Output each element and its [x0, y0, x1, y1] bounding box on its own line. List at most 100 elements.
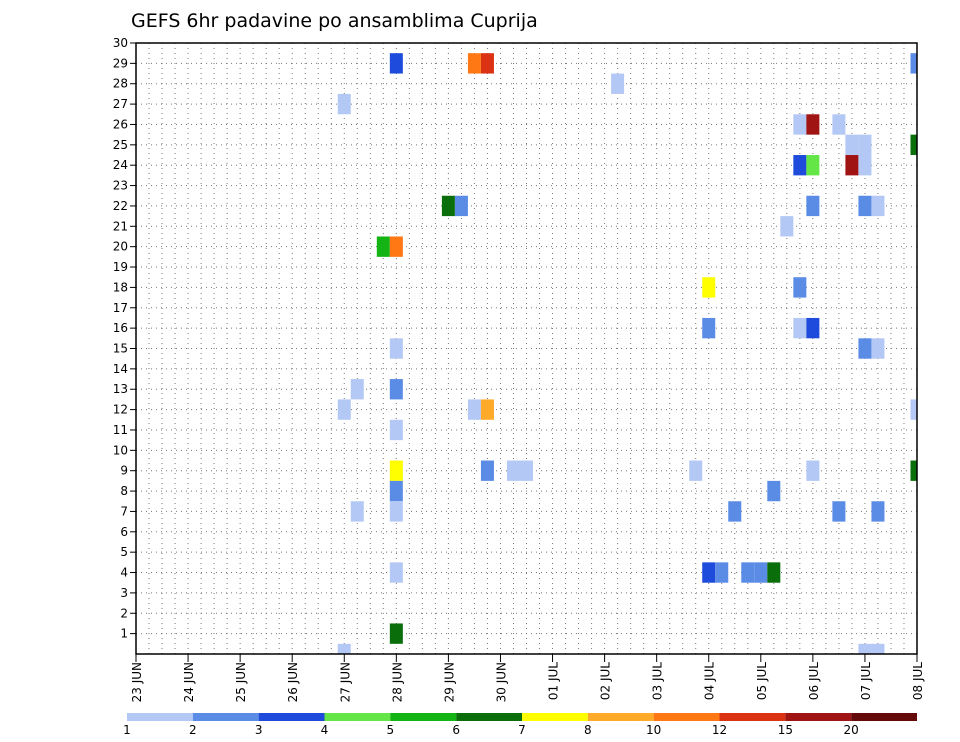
colorbar-swatch [258, 713, 325, 721]
data-cell [806, 114, 820, 135]
y-tick-label: 23 [113, 179, 128, 193]
colorbar-swatch [653, 713, 720, 721]
colorbar-label: 2 [189, 723, 197, 737]
data-cell [389, 460, 403, 481]
data-cell [910, 134, 917, 156]
y-tick-label: 14 [113, 362, 128, 376]
data-cell [389, 236, 403, 257]
y-tick-label: 7 [120, 504, 128, 518]
data-cell [871, 501, 885, 522]
colorbar-swatch [127, 713, 193, 721]
colorbar-swatch [719, 713, 786, 721]
colorbar-label: 12 [712, 723, 727, 737]
data-cell [480, 399, 494, 420]
x-tick-label: 28 JUN [390, 662, 404, 702]
data-cell [702, 277, 716, 298]
data-cell [845, 155, 859, 176]
y-tick-label: 11 [113, 423, 128, 437]
data-cell [767, 562, 781, 583]
y-tick-label: 19 [113, 260, 128, 274]
data-cell [754, 562, 768, 583]
colorbar-swatch [587, 713, 654, 721]
data-cell [793, 317, 807, 339]
data-cell [389, 53, 403, 74]
data-cell [858, 195, 872, 217]
y-tick-label: 16 [113, 321, 128, 335]
y-tick-label: 10 [113, 443, 128, 457]
y-tick-label: 17 [113, 301, 128, 315]
data-cell [519, 460, 534, 481]
y-tick-label: 8 [120, 484, 128, 498]
data-cell [767, 480, 781, 502]
colorbar-swatch [324, 713, 391, 721]
data-cell [793, 114, 807, 135]
y-tick-label: 24 [113, 158, 128, 172]
data-cell [858, 155, 872, 176]
colorbar-label: 3 [255, 723, 263, 737]
data-cell [467, 399, 481, 420]
data-cell [350, 379, 364, 400]
data-cell [871, 643, 885, 654]
data-cell [806, 155, 820, 176]
y-tick-label: 22 [113, 199, 128, 213]
data-cell [389, 338, 403, 359]
data-cell [832, 501, 846, 522]
data-cell [910, 399, 917, 420]
data-cell [806, 195, 820, 217]
x-tick-label: 01 JUL [547, 662, 561, 700]
data-cell [806, 317, 820, 339]
colorbar-label: 8 [584, 723, 592, 737]
y-tick-label: 2 [120, 606, 128, 620]
x-tick-label: 24 JUN [182, 662, 196, 702]
data-cell [337, 93, 351, 115]
data-cell [454, 195, 468, 217]
y-tick-label: 26 [113, 117, 128, 131]
colorbar-swatch [192, 713, 259, 721]
colorbar-label: 5 [387, 723, 395, 737]
data-cell [611, 73, 625, 94]
colorbar-label: 6 [452, 723, 460, 737]
y-tick-label: 30 [113, 36, 128, 50]
data-cell [506, 460, 520, 481]
data-cell [480, 460, 494, 481]
data-cell [389, 480, 403, 502]
y-tick-label: 4 [120, 566, 128, 580]
x-tick-label: 25 JUN [234, 662, 248, 702]
data-cell [689, 460, 703, 481]
data-cell [741, 562, 755, 583]
data-cell [715, 562, 729, 583]
y-tick-label: 25 [113, 138, 128, 152]
data-cell [858, 643, 872, 654]
data-cell [728, 501, 742, 522]
colorbar-label: 7 [518, 723, 526, 737]
data-cell [702, 317, 716, 339]
y-tick-label: 28 [113, 77, 128, 91]
x-axis-ticks: 23 JUN 24 JUN 25 JUN 26 JUN 27 JUN 28 JUN 29 J… [130, 654, 925, 702]
data-cell [845, 134, 859, 156]
data-cell [793, 277, 807, 298]
colorbar-swatch [456, 713, 522, 721]
x-tick-label: 03 JUL [651, 662, 665, 700]
y-tick-label: 20 [113, 240, 128, 254]
x-tick-label: 26 JUN [286, 662, 300, 702]
data-cell [337, 399, 351, 420]
y-tick-label: 5 [120, 545, 128, 559]
colorbar-label: 20 [844, 723, 859, 737]
data-cell [871, 338, 885, 359]
x-tick-label: 07 JUL [859, 662, 873, 700]
x-tick-label: 06 JUL [807, 662, 821, 700]
colorbar-swatch [522, 713, 588, 721]
data-cell [441, 195, 455, 217]
data-cell [389, 501, 403, 522]
data-cell [480, 53, 494, 74]
x-tick-label: 29 JUN [442, 662, 456, 702]
data-cell [376, 236, 390, 257]
x-tick-label: 23 JUN [130, 662, 144, 702]
data-cell [910, 53, 917, 74]
colorbar-label: 4 [321, 723, 329, 737]
data-cell [832, 114, 846, 135]
data-cell [389, 379, 403, 400]
y-tick-label: 29 [113, 56, 128, 70]
y-tick-label: 15 [113, 342, 128, 356]
